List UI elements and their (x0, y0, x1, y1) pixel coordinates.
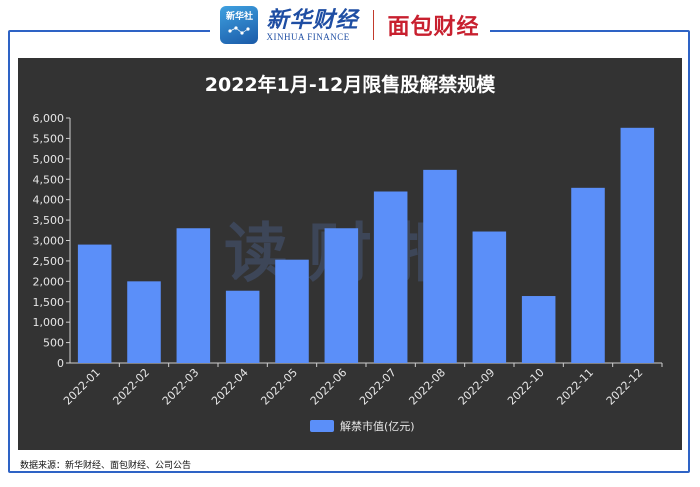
mianbao-logo: 面包财经 (387, 15, 480, 40)
xinhua-finance-logo: 新华财经 XINHUA FINANCE (266, 8, 358, 42)
y-tick-label: 3,000 (33, 235, 65, 248)
network-dots-icon (228, 26, 251, 35)
y-tick-label: 2,500 (33, 255, 65, 268)
bar-2022-02 (127, 281, 161, 363)
bar-2022-05 (275, 259, 309, 363)
legend-swatch (310, 420, 334, 432)
y-tick-label: 1,000 (33, 316, 65, 329)
y-tick-label: 6,000 (33, 112, 65, 125)
y-tick-label: 5,000 (33, 153, 65, 166)
x-tick-label: 2022-03 (160, 366, 202, 408)
xinhua-finance-cn: 新华财经 (266, 7, 359, 33)
x-tick-label: 2022-08 (406, 366, 448, 408)
bar-2022-03 (176, 228, 211, 363)
xinhua-badge-logo: 新华社 (220, 6, 259, 44)
x-tick-label: 2022-11 (554, 366, 596, 408)
bar-2022-04 (225, 290, 260, 363)
xinhua-finance-en: XINHUA FINANCE (266, 32, 350, 42)
x-tick-label: 2022-12 (604, 366, 646, 408)
bar-2022-12 (620, 127, 655, 363)
y-tick-label: 3,500 (33, 214, 65, 227)
bar-2022-01 (77, 244, 112, 363)
x-tick-label: 2022-05 (258, 366, 300, 408)
bar-2022-11 (571, 187, 605, 363)
bar-2022-08 (423, 169, 457, 363)
y-tick-label: 5,500 (33, 132, 65, 145)
x-tick-label: 2022-07 (357, 366, 399, 408)
bar-2022-10 (521, 296, 556, 363)
bar-2022-06 (324, 228, 359, 363)
y-tick-label: 4,500 (33, 173, 65, 186)
xinhua-badge-text: 新华社 (225, 12, 253, 22)
y-tick-label: 500 (43, 337, 64, 350)
source-note: 数据来源：新华财经、面包财经、公司公告 (20, 461, 192, 471)
x-tick-label: 2022-01 (61, 366, 103, 408)
header-logos: 新华社 新华财经 XINHUA FINANCE 面包财经 (210, 3, 490, 47)
x-tick-label: 2022-09 (456, 366, 498, 408)
x-tick-label: 2022-10 (505, 366, 547, 408)
y-tick-label: 2,000 (33, 275, 65, 288)
x-tick-label: 2022-06 (308, 366, 350, 408)
chart-title: 2022年1月-12月限售股解禁规模 (204, 74, 496, 96)
x-tick-label: 2022-04 (209, 366, 251, 408)
y-tick-label: 4,000 (33, 194, 65, 207)
logo-separator (372, 10, 374, 40)
bar-chart: 读财报 05001,0001,5002,0002,5003,0003,5004,… (33, 112, 663, 433)
bar-2022-09 (472, 231, 507, 363)
y-tick-label: 0 (57, 357, 64, 370)
y-tick-label: 1,500 (33, 296, 65, 309)
x-tick-label: 2022-02 (110, 366, 152, 408)
legend-label: 解禁市值(亿元) (340, 419, 415, 433)
header: 新华社 新华财经 XINHUA FINANCE 面包财经 (0, 0, 700, 50)
chart-panel: 2022年1月-12月限售股解禁规模 读财报 05001,0001,5002,0… (18, 58, 682, 450)
bar-2022-07 (373, 191, 408, 363)
